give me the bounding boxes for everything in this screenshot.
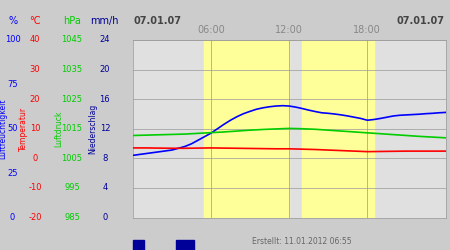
Text: 1015: 1015 [62,124,82,133]
Text: 50: 50 [7,124,18,133]
Text: 07.01.07: 07.01.07 [396,16,445,26]
Text: 995: 995 [64,184,80,192]
Text: 100: 100 [4,36,21,44]
Text: 1025: 1025 [62,95,82,104]
Text: -20: -20 [28,213,42,222]
Bar [204,40,289,218]
Text: 40: 40 [30,36,40,44]
Text: 18:00: 18:00 [353,25,381,35]
Text: mm/h: mm/h [90,16,119,26]
Text: %: % [8,16,17,26]
Text: 4: 4 [102,184,108,192]
Text: 1005: 1005 [62,154,82,163]
Text: 1045: 1045 [62,36,82,44]
Text: Erstellt: 11.01.2012 06:55: Erstellt: 11.01.2012 06:55 [252,237,351,246]
Text: 75: 75 [7,80,18,89]
Text: Luftdruck: Luftdruck [54,110,63,147]
Text: 20: 20 [30,95,40,104]
Text: 12: 12 [99,124,110,133]
Text: 24: 24 [99,36,110,44]
Text: Luftfeuchtigkeit: Luftfeuchtigkeit [0,98,8,159]
Text: 25: 25 [7,168,18,177]
Text: 8: 8 [102,154,108,163]
Text: °C: °C [29,16,41,26]
Text: 06:00: 06:00 [197,25,225,35]
Text: hPa: hPa [63,16,81,26]
Text: 0: 0 [10,213,15,222]
Text: 1035: 1035 [62,65,82,74]
Text: 10: 10 [30,124,40,133]
Text: 0: 0 [32,154,38,163]
Text: 07.01.07: 07.01.07 [134,16,182,26]
Text: -10: -10 [28,184,42,192]
Text: Niederschlag: Niederschlag [89,104,98,154]
Text: 0: 0 [102,213,108,222]
Text: 16: 16 [99,95,110,104]
Bar [302,40,374,218]
Text: Temperatur: Temperatur [19,107,28,151]
Text: 12:00: 12:00 [275,25,303,35]
Text: 985: 985 [64,213,80,222]
Text: 30: 30 [30,65,40,74]
Text: 20: 20 [99,65,110,74]
